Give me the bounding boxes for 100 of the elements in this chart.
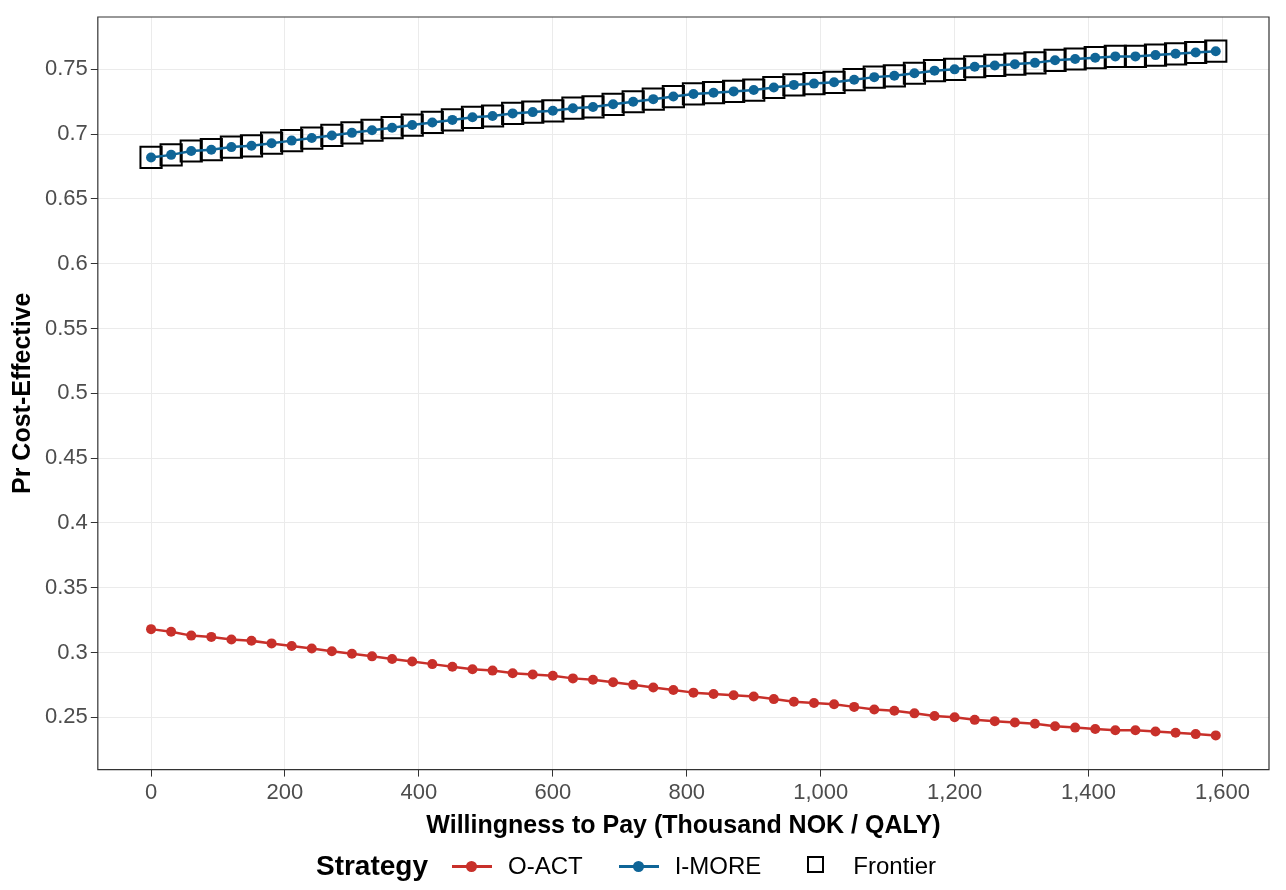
x-tick-label: 200 [266,778,304,804]
point [1170,727,1181,738]
point [909,708,920,719]
point [527,669,538,680]
point [882,64,906,88]
point [949,712,960,723]
point [280,129,304,153]
point [621,90,645,114]
point [681,82,706,106]
point [387,653,398,664]
point [648,682,659,693]
point [688,687,699,698]
point [708,688,719,699]
y-tick-label: 0.45 [44,444,88,470]
point [608,677,619,688]
point [588,674,599,685]
point [320,123,344,148]
point [1210,730,1221,741]
point [427,659,438,670]
point [239,134,264,158]
point [581,95,605,119]
y-tick-label: 0.7 [57,120,88,146]
point [762,75,786,100]
point [266,638,277,649]
y-tick-label: 0.65 [44,184,88,210]
point [501,101,525,126]
point [400,113,424,137]
point [199,138,223,162]
point [983,53,1007,78]
point [989,716,1000,727]
point [447,661,458,672]
point [782,73,806,97]
point [186,630,197,641]
x-tick-label: 1,200 [927,778,983,804]
point [206,631,217,642]
point [929,710,940,721]
point [1123,44,1148,68]
y-tick-label: 0.6 [57,249,88,275]
y-tick-label: 0.55 [44,314,88,340]
x-tick-label: 1,000 [793,778,849,804]
point [829,699,840,710]
point [889,705,900,716]
point [487,665,498,676]
point [346,648,357,659]
point [742,78,766,102]
point [1043,48,1067,72]
point [547,670,558,681]
x-tick-label: 800 [668,778,706,804]
point [1070,722,1081,733]
point [1090,723,1101,734]
y-axis-title: Pr Cost-Effective [6,292,35,495]
point [1103,44,1127,68]
point [822,70,846,94]
x-tick-label: 0 [144,778,158,804]
point [541,99,565,123]
point [902,61,927,85]
point [728,690,739,701]
point [286,640,297,651]
point [159,143,183,167]
point [326,646,337,657]
point [1009,717,1020,728]
point [467,664,478,675]
point [701,81,726,105]
point [306,643,317,654]
point [440,108,464,132]
point [1050,721,1061,732]
point [360,118,384,142]
point [367,651,378,662]
point [521,100,545,124]
point [1190,729,1201,740]
point [969,714,980,725]
legend-label: Frontier [853,852,937,880]
legend-title: Strategy [315,850,428,882]
point [768,694,779,705]
point [1130,725,1141,736]
point [1150,726,1161,737]
point [1063,47,1087,71]
point [146,624,157,635]
y-tick-label: 0.3 [57,638,88,664]
point [259,131,284,155]
point [842,68,866,92]
point [380,116,404,140]
x-tick-label: 1,600 [1194,778,1250,804]
point [808,698,819,708]
y-tick-label: 0.25 [44,703,88,729]
point [668,685,679,696]
x-tick-label: 600 [534,778,572,804]
point [1023,51,1047,75]
point [420,110,444,135]
point [943,57,967,81]
point [849,701,860,712]
point [1110,725,1121,736]
point [139,145,163,170]
point [246,635,257,646]
point [1204,39,1228,63]
point [788,696,799,707]
point [166,626,177,637]
point [1083,46,1107,70]
point [641,87,665,111]
point [300,126,324,150]
